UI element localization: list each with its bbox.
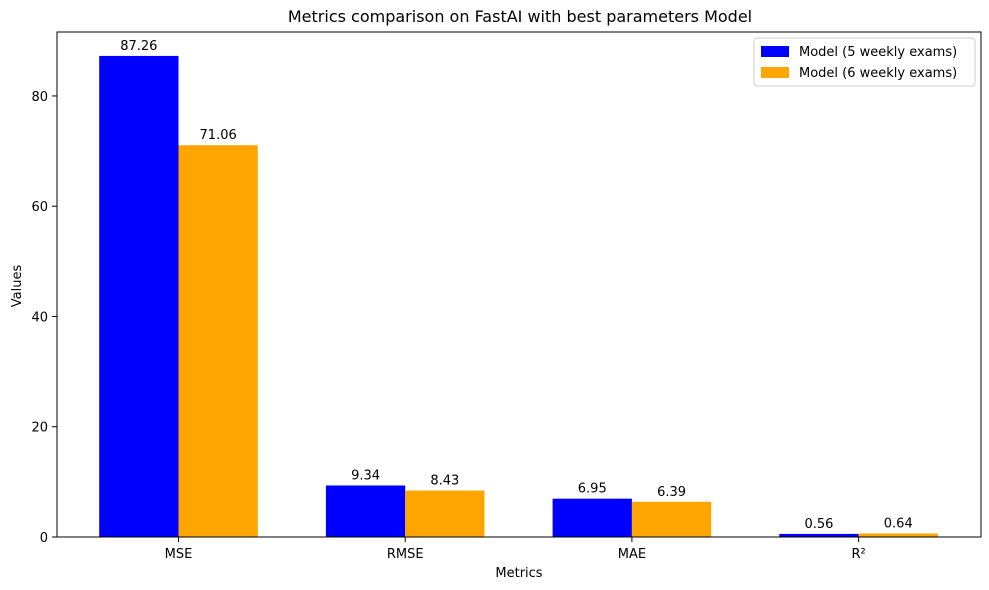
bar-data-label: 87.26	[120, 39, 157, 54]
x-tick-label: R²	[851, 547, 865, 562]
x-axis-title: Metrics	[495, 566, 542, 581]
axes-group: MSE RMSE MAE R² 0 20 40 60 80	[31, 31, 982, 562]
bar	[99, 55, 179, 538]
bar-data-label: 6.95	[578, 482, 607, 497]
chart-title: Metrics comparison on FastAI with best p…	[288, 7, 752, 26]
legend-box	[753, 37, 976, 87]
y-tick-label: 0	[40, 531, 48, 546]
y-axis-title: Values	[10, 265, 25, 308]
x-tick-label: RMSE	[387, 547, 424, 562]
plot-frame	[56, 31, 982, 538]
bar	[405, 490, 485, 537]
bar-data-label: 71.06	[200, 128, 237, 143]
y-tick-label: 80	[31, 90, 48, 105]
legend-swatch	[761, 67, 789, 78]
bar	[325, 485, 406, 537]
x-tick-label: MAE	[618, 547, 646, 562]
data-labels-group: 87.26 71.06 9.34 8.43 6.95 6.39 0.56 0.64	[120, 39, 912, 532]
bar	[631, 501, 712, 537]
bar-data-label: 6.39	[657, 485, 686, 500]
legend-label: Model (5 weekly exams)	[799, 45, 957, 60]
legend: Model (5 weekly exams) Model (6 weekly ex…	[753, 37, 976, 87]
y-tick-label: 20	[31, 421, 48, 436]
x-tick-label: MSE	[165, 547, 193, 562]
legend-label: Model (6 weekly exams)	[799, 66, 957, 81]
bar-data-label: 0.64	[884, 516, 913, 531]
bar-data-label: 9.34	[351, 469, 380, 484]
y-tick-label: 40	[31, 310, 48, 325]
y-tick-label: 60	[31, 200, 48, 215]
bar	[552, 498, 632, 537]
bar-data-label: 8.43	[430, 474, 459, 489]
bar	[779, 533, 859, 537]
bar-data-label: 0.56	[804, 517, 833, 532]
bar	[858, 533, 938, 537]
bar	[178, 145, 258, 538]
bars-group	[99, 55, 938, 538]
legend-swatch	[761, 46, 789, 57]
